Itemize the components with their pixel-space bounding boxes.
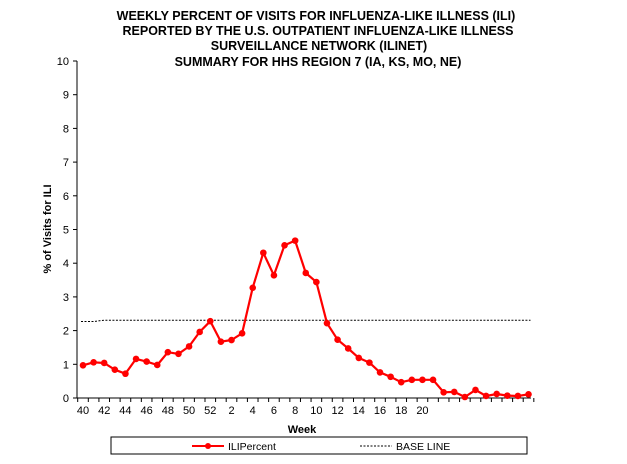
ili-point	[429, 376, 437, 384]
ili-point	[143, 358, 150, 365]
ili-point	[122, 370, 129, 378]
legend-ili-marker	[205, 443, 211, 449]
ili-point	[344, 345, 352, 352]
y-tick-label: 3	[63, 292, 69, 304]
ili-point	[260, 249, 267, 257]
x-tick-label: 44	[119, 405, 131, 417]
x-tick-label: 2	[228, 405, 234, 417]
legend-baseline-label: BASE LINE	[396, 441, 450, 453]
x-tick-label: 48	[162, 405, 174, 417]
y-tick-label: 2	[63, 326, 69, 338]
ili-line	[82, 239, 529, 399]
chart-title-line: WEEKLY PERCENT OF VISITS FOR INFLUENZA-L…	[117, 9, 516, 23]
y-tick-label: 8	[63, 123, 69, 135]
x-tick-label: 50	[183, 405, 195, 417]
ili-point	[79, 362, 87, 369]
y-axis-label: % of Visits for ILI	[42, 184, 54, 273]
chart-title-line: SUMMARY FOR HHS REGION 7 (IA, KS, MO, NE…	[175, 55, 462, 69]
y-tick-label: 5	[63, 225, 69, 237]
ili-point	[270, 272, 278, 279]
ili-point	[111, 366, 119, 373]
ili-point	[355, 354, 363, 362]
y-tick-label: 7	[63, 157, 69, 169]
ili-point	[461, 393, 469, 401]
y-tick-label: 6	[63, 191, 69, 203]
x-tick-label: 16	[374, 405, 386, 417]
ili-point	[503, 392, 511, 399]
ili-point	[185, 343, 193, 350]
ili-series	[79, 237, 532, 401]
x-tick-label: 12	[331, 405, 343, 417]
ili-point	[376, 369, 384, 376]
ili-point	[482, 392, 490, 400]
x-tick-label: 8	[292, 405, 298, 417]
x-tick-label: 6	[271, 405, 277, 417]
ili-point	[281, 242, 288, 249]
ili-point	[196, 328, 203, 336]
ili-point	[440, 388, 447, 396]
x-tick-label: 14	[353, 405, 365, 417]
x-axis-ticks: 40 42 44 46 48 50 52 2 4 6 8 10 12 14 16 18 20	[77, 398, 535, 417]
ili-point	[387, 373, 394, 381]
legend: ILIPercent BASE LINE	[110, 436, 528, 455]
ili-point	[90, 358, 97, 366]
ili-point	[397, 378, 405, 386]
ili-point	[291, 237, 299, 244]
ili-point	[525, 390, 532, 398]
ili-point	[493, 390, 500, 398]
ili-point	[228, 336, 235, 344]
ili-point	[366, 359, 373, 366]
y-tick-label: 9	[63, 90, 69, 102]
x-tick-label: 4	[250, 405, 256, 417]
ili-point	[472, 386, 479, 394]
ili-point	[175, 350, 182, 358]
y-tick-label: 1	[63, 359, 69, 371]
ili-point	[206, 317, 214, 325]
ili-point	[419, 376, 426, 384]
ili-point	[249, 284, 257, 292]
ili-point	[313, 278, 320, 286]
ili-point	[514, 392, 522, 400]
x-tick-label: 10	[310, 405, 322, 417]
y-tick-label: 4	[63, 258, 69, 270]
ili-point	[238, 329, 246, 337]
x-tick-label: 40	[77, 405, 89, 417]
chart-title-line: REPORTED BY THE U.S. OUTPATIENT INFLUENZ…	[123, 24, 514, 38]
baseline-series	[81, 319, 531, 322]
ili-point	[323, 319, 331, 327]
x-tick-label: 18	[395, 405, 407, 417]
legend-ili-label: ILIPercent	[228, 441, 276, 453]
x-tick-label: 42	[98, 405, 110, 417]
ili-point	[408, 376, 416, 384]
ili-point	[217, 338, 225, 346]
ili-point	[164, 348, 172, 356]
y-axis-ticks: 0 1 2 3 4 5 6 7 8 9 10	[57, 56, 77, 405]
x-tick-label: 46	[141, 405, 153, 417]
ili-point	[132, 355, 140, 363]
ili-point	[100, 359, 108, 367]
ili-point	[450, 388, 458, 396]
ili-point	[153, 361, 161, 369]
x-tick-label: 20	[416, 405, 428, 417]
baseline-line	[81, 319, 531, 322]
ili-point	[302, 269, 310, 277]
ili-point	[334, 336, 341, 343]
y-tick-label: 10	[57, 56, 69, 68]
chart-title-line: SURVEILLANCE NETWORK (ILINET)	[211, 39, 427, 53]
x-axis-label: Week	[288, 424, 317, 436]
x-tick-label: 52	[204, 405, 216, 417]
chart-title: WEEKLY PERCENT OF VISITS FOR INFLUENZA-L…	[117, 9, 516, 69]
y-tick-label: 0	[63, 393, 69, 405]
legend-box	[110, 436, 528, 455]
